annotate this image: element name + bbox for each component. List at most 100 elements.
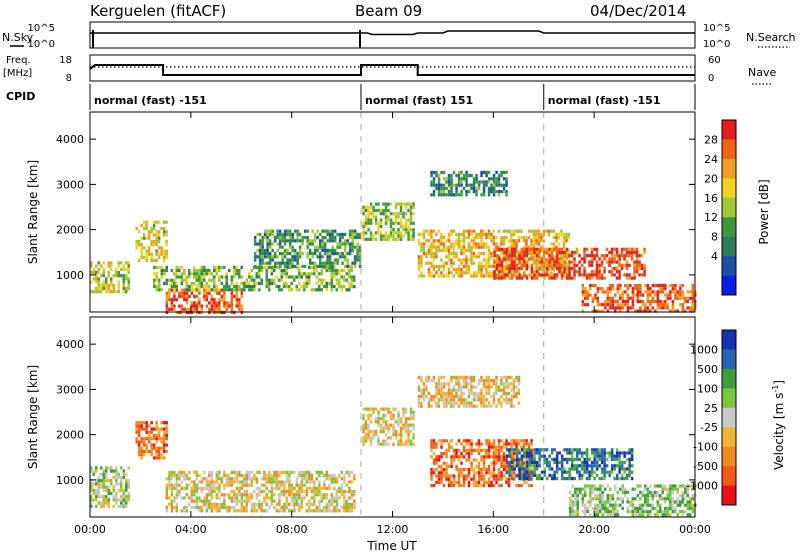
echo-cell [323, 242, 327, 246]
echo-cell [377, 413, 380, 418]
echo-cell [311, 252, 314, 256]
echo-cell [495, 180, 498, 184]
echo-cell [286, 264, 289, 268]
echo-cell [275, 470, 279, 474]
echo-cell [550, 250, 554, 255]
echo-cell [273, 506, 276, 510]
echo-cell [320, 281, 323, 285]
echo-cell [590, 257, 594, 261]
colorbar-swatch [722, 139, 736, 160]
echo-cell [542, 264, 546, 268]
echo-cell [270, 269, 273, 273]
echo-cell [205, 285, 208, 289]
echo-cell [230, 480, 234, 484]
echo-cell [666, 506, 669, 510]
echo-cell [477, 398, 481, 402]
echo-cell [590, 247, 594, 251]
echo-cell [575, 247, 579, 251]
echo-cell [472, 458, 476, 462]
echo-cell [528, 470, 531, 474]
echo-cell [417, 239, 421, 243]
echo-cell [278, 278, 281, 282]
echo-cell [394, 205, 398, 209]
echo-cell [278, 285, 281, 289]
echo-cell [243, 509, 246, 513]
echo-cell [540, 268, 543, 272]
echo-cell [353, 232, 357, 236]
echo-cell [555, 461, 559, 465]
echo-cell [528, 477, 531, 481]
echo-cell [430, 274, 433, 278]
echo-cell [583, 461, 586, 465]
echo-cell [325, 269, 328, 273]
echo-cell [295, 275, 298, 279]
echo-cell [555, 467, 559, 471]
echo-cell [605, 451, 609, 455]
echo-cell [313, 288, 316, 292]
echo-cell [599, 303, 602, 307]
echo-cell [591, 490, 594, 494]
echo-cell [220, 298, 224, 302]
echo-cell [467, 401, 471, 405]
echo-cell [170, 486, 174, 490]
echo-cell [505, 375, 508, 379]
echo-cell [245, 285, 248, 289]
echo-cell [480, 477, 483, 481]
echo-cell [218, 278, 221, 282]
echo-cell [562, 242, 566, 246]
echo-cell [497, 474, 501, 478]
echo-cell [442, 468, 446, 472]
echo-cell [175, 480, 179, 484]
echo-cell [382, 426, 385, 430]
echo-cell [200, 477, 204, 481]
echo-cell [671, 497, 674, 501]
echo-cell [570, 250, 574, 255]
echo-cell [485, 183, 488, 187]
echo-cell [420, 271, 423, 275]
echo-cell [689, 497, 692, 501]
echo-cell [495, 276, 499, 280]
echo-cell [598, 276, 601, 280]
echo-cell [548, 454, 551, 458]
echo-cell [112, 488, 115, 492]
echo-cell [397, 234, 400, 238]
echo-cell [270, 281, 273, 285]
echo-cell [399, 212, 403, 216]
echo-cell [646, 309, 650, 313]
echo-cell [193, 490, 196, 494]
echo-cell [615, 260, 619, 264]
echo-cell [281, 255, 284, 259]
echo-cell [502, 177, 506, 181]
echo-cell [575, 470, 579, 474]
echo-cell [505, 271, 508, 275]
echo-cell [203, 502, 206, 506]
echo-cell [268, 474, 271, 478]
echo-cell [102, 472, 105, 476]
echo-cell [505, 193, 508, 197]
echo-cell [528, 247, 531, 251]
echo-cell [467, 242, 471, 246]
echo-cell [350, 285, 353, 289]
echo-cell [623, 467, 626, 471]
echo-cell [477, 232, 481, 236]
echo-cell [666, 306, 670, 310]
echo-cell [615, 464, 619, 468]
echo-cell [555, 451, 559, 455]
echo-cell [525, 467, 529, 471]
echo-cell [581, 293, 585, 297]
echo-cell [455, 239, 458, 243]
echo-cell [180, 486, 184, 490]
echo-cell [266, 245, 269, 249]
echo-cell [346, 242, 349, 246]
echo-cell [412, 417, 415, 421]
echo-cell [535, 270, 539, 274]
echo-cell [581, 503, 584, 507]
echo-cell [480, 229, 483, 233]
echo-cell [394, 212, 398, 216]
echo-cell [515, 263, 519, 267]
echo-cell [530, 454, 534, 458]
echo-cell [609, 306, 612, 310]
echo-cell [235, 509, 239, 513]
echo-cell [457, 193, 461, 197]
echo-cell [555, 239, 558, 243]
